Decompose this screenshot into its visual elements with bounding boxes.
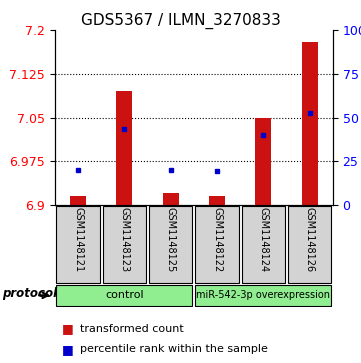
- FancyBboxPatch shape: [56, 206, 100, 283]
- Text: ■: ■: [62, 322, 74, 335]
- Bar: [116, 91, 132, 205]
- Text: GSM1148126: GSM1148126: [305, 208, 315, 273]
- Text: percentile rank within the sample: percentile rank within the sample: [80, 344, 268, 354]
- Bar: [209, 196, 225, 205]
- Bar: [255, 118, 271, 205]
- FancyBboxPatch shape: [56, 285, 192, 306]
- FancyBboxPatch shape: [195, 206, 239, 283]
- FancyBboxPatch shape: [103, 206, 146, 283]
- FancyBboxPatch shape: [288, 206, 331, 283]
- Text: GSM1148123: GSM1148123: [119, 208, 129, 273]
- Text: control: control: [105, 290, 144, 300]
- Text: GSM1148122: GSM1148122: [212, 208, 222, 273]
- Bar: [162, 193, 179, 205]
- FancyBboxPatch shape: [195, 285, 331, 306]
- Text: protocol: protocol: [2, 287, 57, 300]
- Bar: [70, 196, 86, 205]
- Bar: [301, 42, 318, 205]
- Text: transformed count: transformed count: [80, 323, 184, 334]
- FancyBboxPatch shape: [149, 206, 192, 283]
- Text: GSM1148124: GSM1148124: [258, 208, 268, 273]
- Text: GSM1148121: GSM1148121: [73, 208, 83, 273]
- Text: GDS5367 / ILMN_3270833: GDS5367 / ILMN_3270833: [81, 13, 280, 29]
- FancyBboxPatch shape: [242, 206, 285, 283]
- Text: GSM1148125: GSM1148125: [166, 208, 176, 273]
- Text: miR-542-3p overexpression: miR-542-3p overexpression: [196, 290, 330, 300]
- Text: ■: ■: [62, 343, 74, 356]
